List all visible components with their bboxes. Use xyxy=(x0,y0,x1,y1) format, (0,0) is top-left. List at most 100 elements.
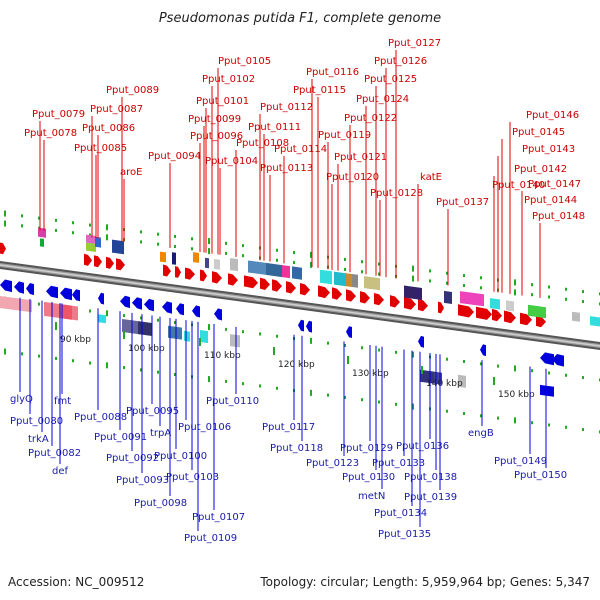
track-dot xyxy=(174,320,176,324)
feature-box xyxy=(572,311,580,322)
track-dot xyxy=(463,412,465,416)
forward-gene-arrow xyxy=(272,279,282,292)
forward-gene-label: Pput_0105 xyxy=(218,56,271,67)
forward-gene-arrow xyxy=(346,289,356,302)
track-dot xyxy=(412,351,414,358)
kbp-marker: 110 kbp xyxy=(204,351,241,361)
feature-box xyxy=(160,251,166,263)
track-dot xyxy=(72,231,74,235)
feature-box xyxy=(540,384,554,397)
forward-gene-label: Pput_0111 xyxy=(248,122,301,133)
reverse-gene-arrow xyxy=(132,297,142,310)
reverse-gene-arrow xyxy=(0,279,12,293)
track-dot xyxy=(429,279,431,283)
reverse-gene-label: Pput_0139 xyxy=(404,492,457,503)
track-dot xyxy=(548,423,550,427)
track-dot xyxy=(565,373,567,377)
feature-box xyxy=(352,274,358,288)
reverse-gene-arrow xyxy=(60,287,72,301)
reverse-gene-label: Pput_0088 xyxy=(74,412,127,423)
track-dot xyxy=(123,366,125,370)
track-dot xyxy=(89,309,91,313)
feature-box xyxy=(282,265,290,279)
feature-box xyxy=(62,304,72,320)
track-dot xyxy=(276,248,278,252)
forward-gene-arrow xyxy=(200,269,207,282)
forward-gene-arrow xyxy=(94,255,102,268)
track-dot xyxy=(344,267,346,271)
track-dot xyxy=(463,360,465,364)
feature-box xyxy=(205,257,209,269)
reverse-gene-label: Pput_0136 xyxy=(396,441,449,452)
track-dot xyxy=(293,251,295,255)
track-dot xyxy=(208,376,210,383)
reverse-gene-label: def xyxy=(52,466,69,477)
track-dot xyxy=(378,272,380,276)
track-dot xyxy=(157,370,159,374)
reverse-gene-label: Pput_0095 xyxy=(126,406,179,417)
feature-box xyxy=(122,319,138,335)
track-dot xyxy=(565,425,567,429)
reverse-gene-label: Pput_0117 xyxy=(262,422,315,433)
forward-gene-arrow xyxy=(404,297,416,310)
track-dot xyxy=(412,275,414,282)
track-dot xyxy=(55,218,57,222)
feature-box xyxy=(404,285,422,300)
forward-gene-label: Pput_0113 xyxy=(260,163,313,174)
feature-box xyxy=(184,330,190,342)
feature-box xyxy=(172,252,176,265)
forward-gene-arrow xyxy=(244,275,258,289)
track-dot xyxy=(446,281,448,285)
feature-box xyxy=(214,258,220,270)
track-dot xyxy=(89,233,91,237)
forward-gene-label: Pput_0099 xyxy=(188,114,241,125)
track-dot xyxy=(446,357,448,361)
track-dot xyxy=(395,402,397,406)
track-dot xyxy=(72,221,74,225)
reverse-gene-arrow xyxy=(552,354,564,367)
feature-box xyxy=(320,269,332,285)
track-dot xyxy=(55,356,57,360)
reverse-gene-arrow xyxy=(298,319,304,332)
feature-box xyxy=(528,304,546,319)
track-dot xyxy=(378,262,380,266)
reverse-gene-label: Pput_0133 xyxy=(372,458,425,469)
track-dot xyxy=(140,316,142,320)
reverse-gene-label: trkA xyxy=(28,434,49,445)
track-dot xyxy=(446,271,448,275)
track-dot xyxy=(276,258,278,262)
feature-box xyxy=(230,258,238,272)
reverse-gene-label: glyQ xyxy=(10,394,33,405)
forward-gene-label: Pput_0122 xyxy=(344,113,397,124)
feature-box xyxy=(112,239,124,255)
reverse-gene-arrow xyxy=(346,326,352,338)
forward-gene-labels: Pput_0079 Pput_0078 Pput_0087 Pput_0089 Pput… xyxy=(24,38,585,298)
forward-gene-label: aroE xyxy=(120,167,142,178)
reverse-gene-label: Pput_0149 xyxy=(494,456,547,467)
track-dot xyxy=(514,365,516,372)
forward-gene-label: Pput_0128 xyxy=(370,188,423,199)
track-dot xyxy=(208,248,210,255)
track-dot xyxy=(497,416,499,420)
track-dot xyxy=(157,242,159,246)
reverse-gene-arrow xyxy=(214,308,222,321)
feature-box xyxy=(193,252,199,263)
track-dot xyxy=(514,417,516,424)
forward-gene-label: Pput_0112 xyxy=(260,102,313,113)
track-dot xyxy=(21,224,23,228)
reverse-gene-label: fmt xyxy=(54,396,71,407)
forward-gene-arrow xyxy=(418,298,428,312)
track-dot xyxy=(38,302,40,306)
forward-gene-label: Pput_0146 xyxy=(526,110,579,121)
reverse-gene-label: Pput_0106 xyxy=(178,422,231,433)
track-dot xyxy=(463,284,465,288)
feature-box xyxy=(38,227,46,238)
track-dot xyxy=(480,414,482,418)
track-dot xyxy=(38,354,40,358)
track-dot xyxy=(140,240,142,244)
track-dot xyxy=(106,362,108,369)
forward-gene-label: Pput_0125 xyxy=(364,74,417,85)
reverse-gene-arrow xyxy=(46,285,58,299)
genome-backbone xyxy=(0,260,600,351)
reverse-gene-label: Pput_0093 xyxy=(116,475,169,486)
